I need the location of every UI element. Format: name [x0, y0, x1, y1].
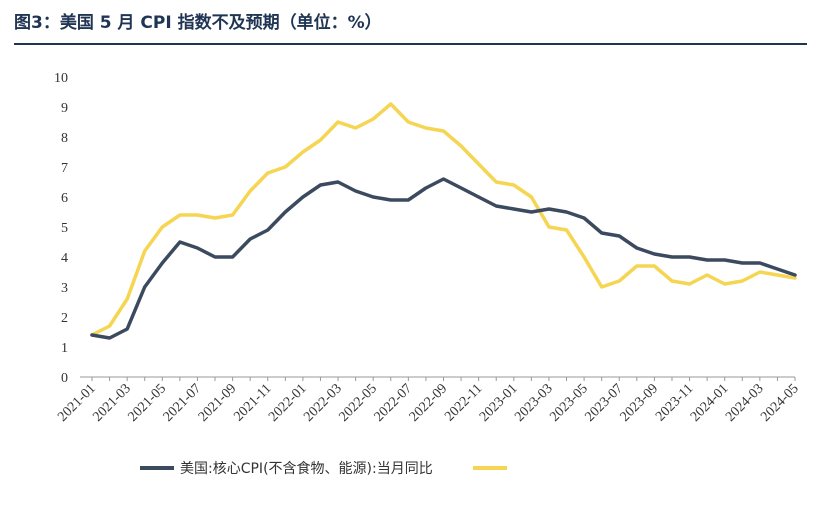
x-tick-label: 2022-05	[336, 381, 380, 425]
x-tick-label: 2022-01	[266, 381, 310, 425]
legend-item-core: 美国:核心CPI(不含食物、能源):当月同比	[140, 458, 433, 478]
legend-swatch-headline	[472, 466, 507, 470]
x-tick-label: 2022-03	[301, 381, 345, 425]
y-tick-label: 6	[61, 191, 68, 206]
y-tick-label: 1	[61, 341, 68, 356]
x-tick-label: 2021-11	[231, 381, 274, 424]
figure-title: 图3：美国 5 月 CPI 指数不及预期（单位：%）	[14, 13, 382, 33]
x-tick-label: 2023-11	[653, 381, 696, 424]
x-tick-label: 2024-05	[758, 381, 802, 425]
y-axis: 0 1 2 3 4 5 6 7 8 9 10	[54, 71, 68, 386]
x-tick-label: 2022-07	[372, 381, 416, 425]
legend-label-core: 美国:核心CPI(不含食物、能源):当月同比	[180, 461, 433, 477]
y-tick-label: 10	[54, 71, 68, 86]
series-line-core-cpi	[90, 177, 797, 340]
x-tick-label: 2021-03	[90, 381, 134, 425]
x-tick-label: 2021-09	[196, 381, 240, 425]
title-rule	[14, 43, 807, 45]
y-tick-label: 9	[61, 101, 68, 116]
y-tick-label: 8	[61, 131, 68, 146]
legend-swatch-core	[140, 466, 174, 470]
y-tick-label: 2	[61, 311, 68, 326]
x-tick-label: 2023-01	[477, 381, 521, 425]
x-tick-label: 2021-05	[126, 381, 170, 425]
x-tick-label: 2021-01	[55, 381, 99, 425]
y-tick-label: 0	[61, 371, 68, 386]
x-tick-label: 2024-03	[723, 381, 767, 425]
x-tick-label: 2021-07	[161, 381, 205, 425]
x-tick-label: 2023-03	[512, 381, 556, 425]
x-axis: 2021-012021-032021-052021-072021-092021-…	[55, 376, 802, 425]
series-lines	[90, 102, 797, 340]
x-tick-label: 2022-09	[407, 381, 451, 425]
legend: 美国:核心CPI(不含食物、能源):当月同比	[140, 458, 553, 478]
y-tick-label: 7	[61, 161, 68, 176]
y-tick-label: 3	[61, 281, 68, 296]
series-line-headline-cpi	[90, 102, 797, 337]
x-tick-label: 2023-05	[547, 381, 591, 425]
legend-item-headline	[472, 466, 513, 470]
x-tick-label: 2022-11	[442, 381, 485, 424]
y-tick-label: 5	[61, 221, 68, 236]
x-tick-label: 2023-07	[582, 381, 626, 425]
y-tick-label: 4	[61, 251, 68, 266]
x-tick-label: 2023-09	[618, 381, 662, 425]
x-tick-label: 2024-01	[688, 381, 732, 425]
